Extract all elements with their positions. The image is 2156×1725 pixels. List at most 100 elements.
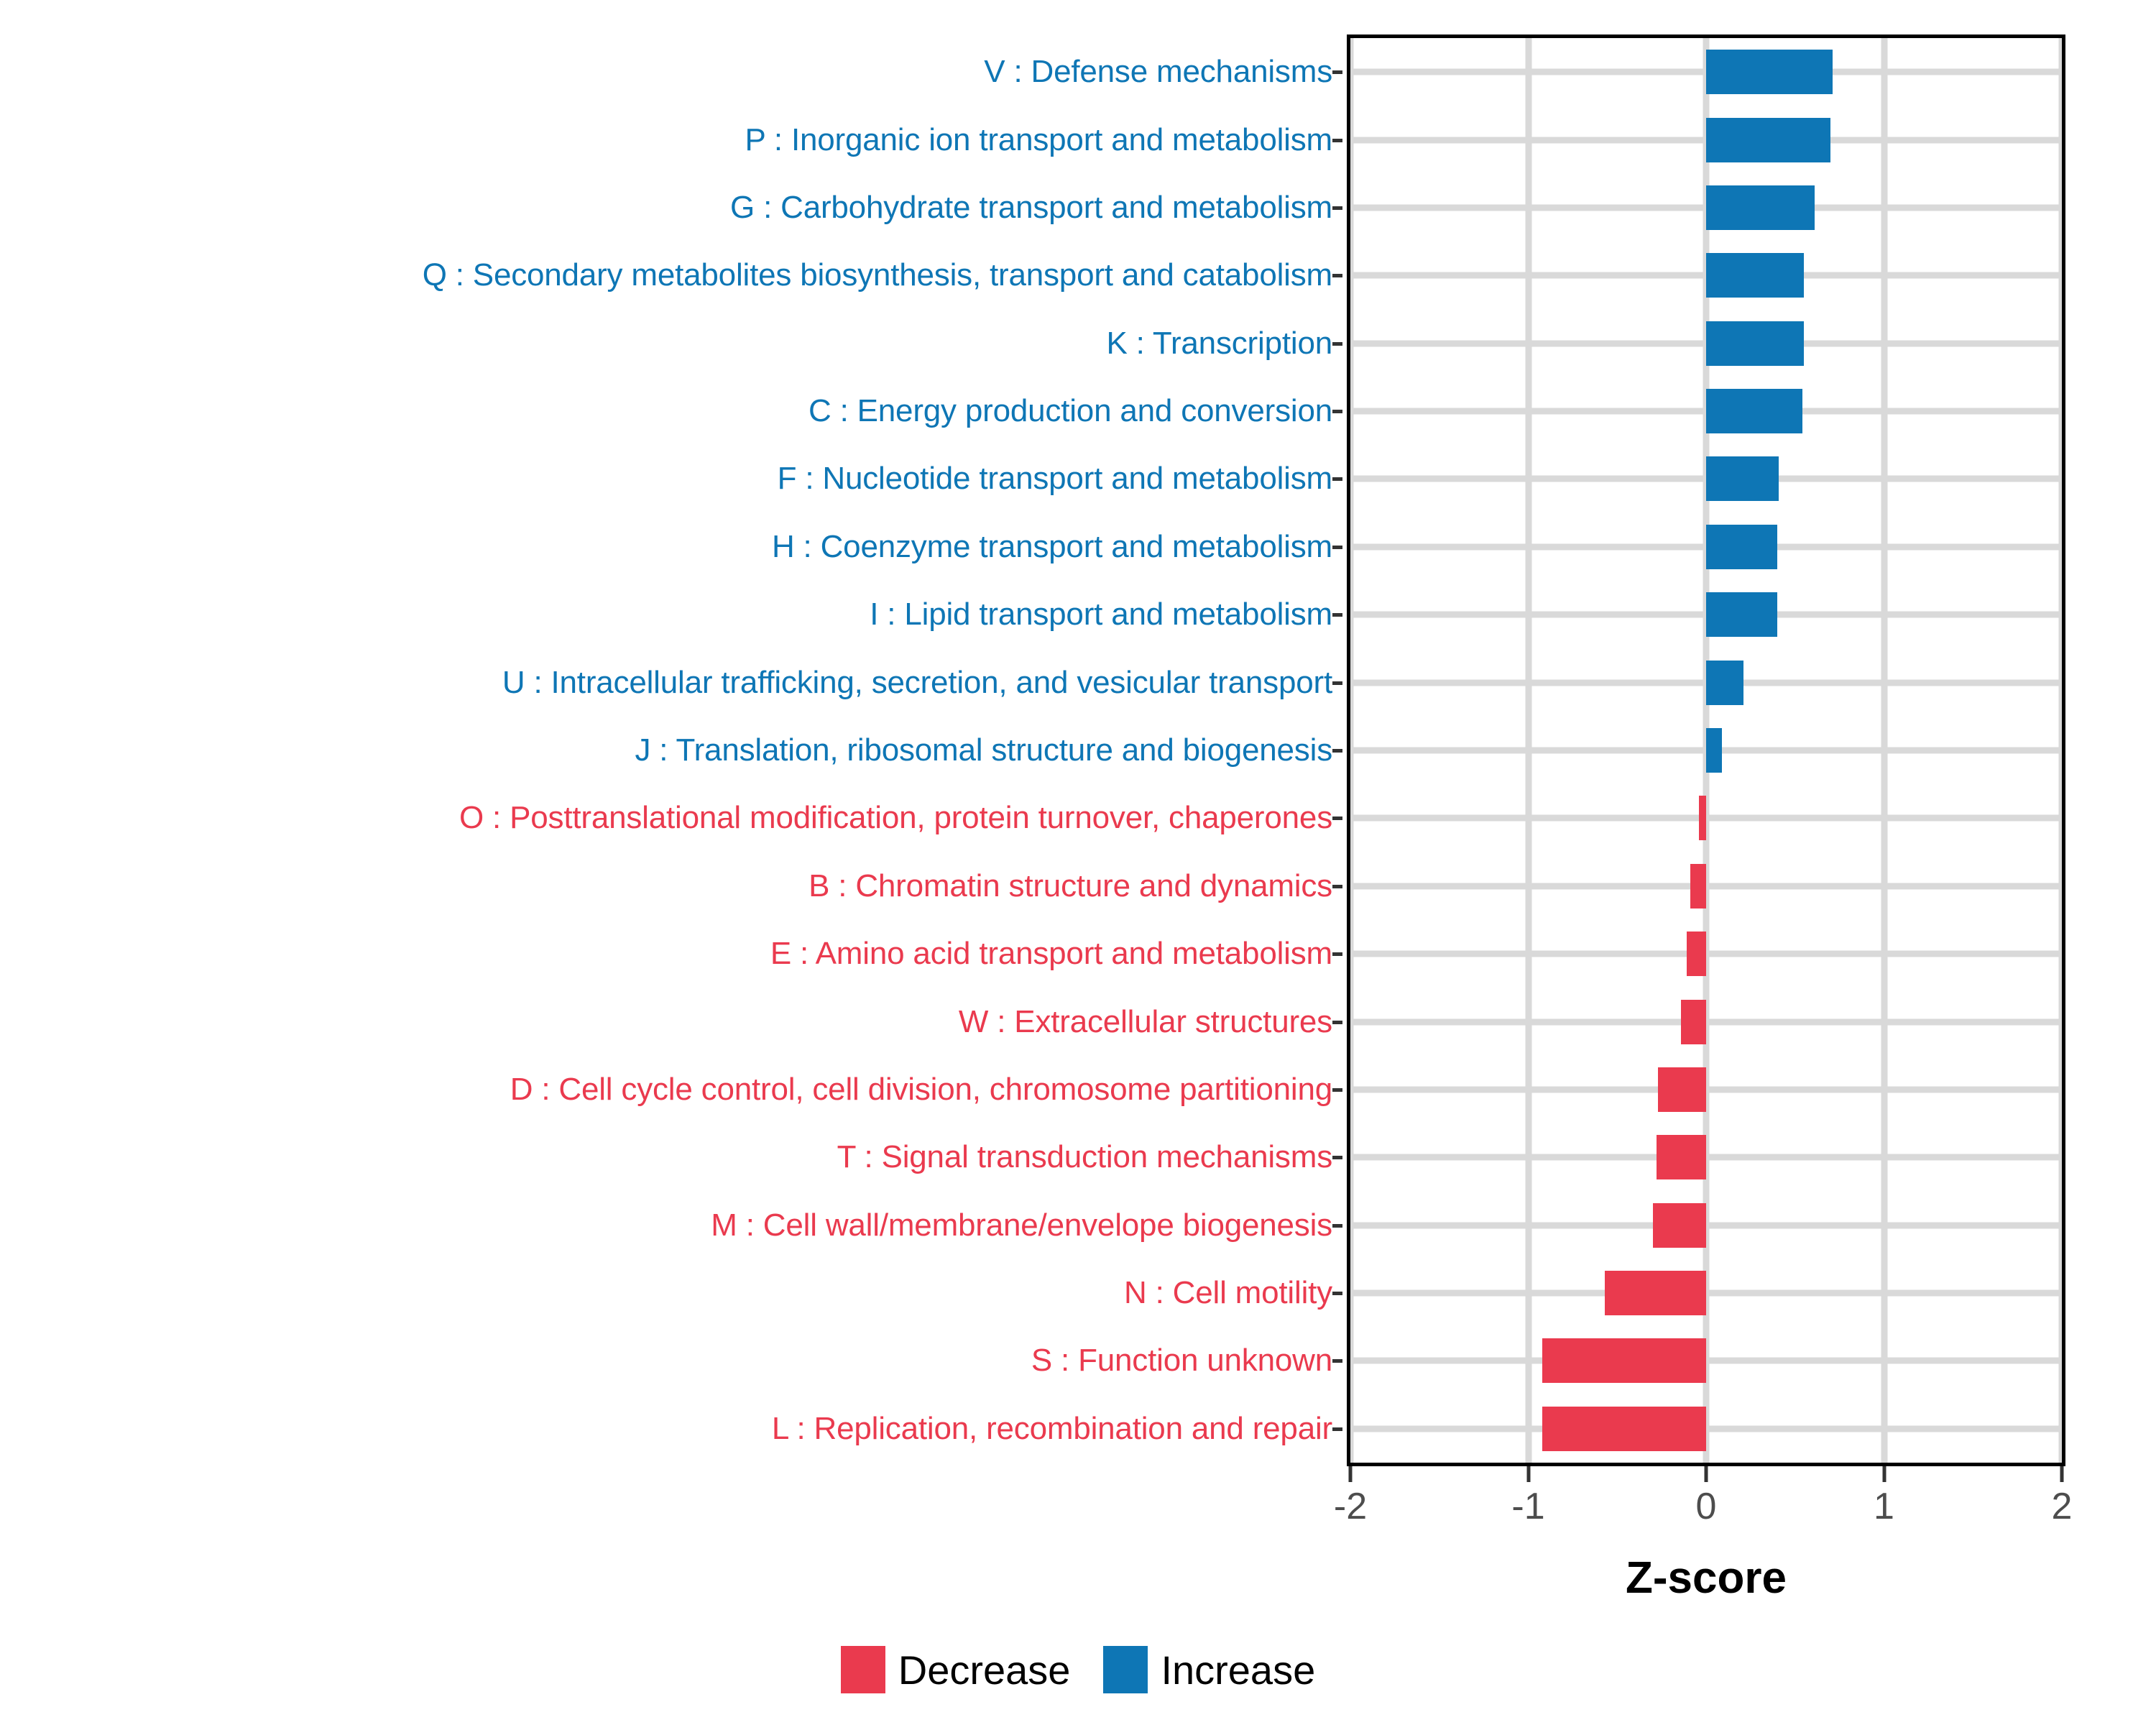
gridline-horizontal [1350,1425,2062,1432]
y-axis-tick-mark [1332,952,1342,957]
bar[interactable] [1656,1135,1706,1180]
bar[interactable] [1706,592,1777,638]
x-axis-tick-label: 2 [2051,1486,2073,1527]
gridline-horizontal [1350,883,2062,890]
gridline-horizontal [1350,950,2062,957]
y-axis-category-17: T : Signal transduction mechanisms [0,1123,1342,1191]
y-axis-label: G : Carbohydrate transport and metabolis… [730,189,1332,225]
y-axis-category-4: Q : Secondary metabolites biosynthesis, … [0,242,1342,309]
y-axis-category-15: W : Extracellular structures [0,988,1342,1055]
bar[interactable] [1542,1338,1706,1384]
y-axis-label: O : Posttranslational modification, prot… [459,800,1332,836]
legend-label-decrease: Decrease [898,1647,1071,1693]
y-axis-label: L : Replication, recombination and repai… [771,1410,1332,1446]
y-axis-label: M : Cell wall/membrane/envelope biogenes… [711,1207,1332,1243]
y-axis-category-20: S : Function unknown [0,1327,1342,1394]
legend-item-increase[interactable]: Increase [1103,1646,1315,1693]
y-axis-tick-mark [1332,816,1342,821]
y-axis-category-1: V : Defense mechanisms [0,38,1342,106]
y-axis-tick-mark [1332,545,1342,549]
y-axis-tick-mark [1332,1087,1342,1092]
y-axis-tick-mark [1332,1020,1342,1024]
x-axis-tick-mark [2060,1466,2064,1482]
y-axis-tick-mark [1332,1427,1342,1431]
y-axis-label: T : Signal transduction mechanisms [837,1139,1333,1175]
bar[interactable] [1706,389,1802,434]
y-axis-label: N : Cell motility [1124,1275,1332,1311]
y-axis-category-6: C : Energy production and conversion [0,377,1342,445]
bar[interactable] [1706,185,1815,230]
y-axis-label: B : Chromatin structure and dynamics [808,868,1332,903]
legend-swatch-decrease-icon [840,1646,885,1693]
y-axis-label: I : Lipid transport and metabolism [870,597,1332,632]
gridline-horizontal [1350,1154,2062,1161]
x-axis-tick-mark [1526,1466,1530,1482]
y-axis-category-3: G : Carbohydrate transport and metabolis… [0,174,1342,242]
y-axis-label: J : Translation, ribosomal structure and… [635,732,1332,768]
y-axis-label: U : Intracellular trafficking, secretion… [502,664,1332,700]
y-axis-label: H : Coenzyme transport and metabolism [771,528,1332,564]
x-axis-tick-mark [1348,1466,1353,1482]
y-axis-label: E : Amino acid transport and metabolism [770,936,1332,972]
y-axis-category-5: K : Transcription [0,310,1342,377]
bar[interactable] [1681,999,1706,1044]
y-axis-tick-mark [1332,884,1342,888]
y-axis-tick-mark [1332,410,1342,414]
y-axis-label: S : Function unknown [1031,1343,1332,1379]
bar[interactable] [1706,660,1743,705]
x-axis-tick-label: -1 [1511,1486,1545,1527]
y-axis-category-7: F : Nucleotide transport and metabolism [0,445,1342,512]
y-axis-tick-mark [1332,1223,1342,1228]
plot-panel [1347,34,2065,1466]
y-axis-category-2: P : Inorganic ion transport and metaboli… [0,106,1342,173]
bar[interactable] [1652,1202,1706,1248]
y-axis-label: C : Energy production and conversion [808,393,1332,429]
y-axis-tick-mark [1332,681,1342,685]
y-axis-tick-mark [1332,1359,1342,1363]
gridline-horizontal [1350,1289,2062,1297]
bar[interactable] [1706,728,1723,773]
y-axis-category-9: I : Lipid transport and metabolism [0,581,1342,648]
y-axis-category-14: E : Amino acid transport and metabolism [0,920,1342,988]
y-axis-category-18: M : Cell wall/membrane/envelope biogenes… [0,1191,1342,1259]
bar[interactable] [1706,524,1777,569]
y-axis-tick-mark [1332,748,1342,753]
bar[interactable] [1604,1271,1706,1316]
legend-swatch-increase-icon [1103,1646,1148,1693]
x-axis-title: Z-score [1626,1553,1787,1603]
bar[interactable] [1706,321,1805,366]
bar[interactable] [1699,796,1706,841]
legend: Decrease Increase [0,1646,2156,1693]
y-axis-category-12: O : Posttranslational modification, prot… [0,784,1342,852]
y-axis-tick-mark [1332,206,1342,210]
gridline-horizontal [1350,1086,2062,1093]
bar[interactable] [1706,456,1779,502]
bar[interactable] [1706,117,1831,162]
legend-label-increase: Increase [1161,1647,1316,1693]
y-axis-tick-mark [1332,70,1342,75]
y-axis-tick-mark [1332,613,1342,617]
y-axis-category-16: D : Cell cycle control, cell division, c… [0,1056,1342,1123]
y-axis-tick-mark [1332,274,1342,278]
bar[interactable] [1686,932,1706,977]
bar[interactable] [1706,253,1805,298]
bar[interactable] [1690,863,1706,908]
gridline-horizontal [1350,1357,2062,1364]
plot-area [1350,38,2062,1463]
x-axis: -2 -1 0 1 2 [1334,1466,2072,1574]
y-axis-tick-mark [1332,1156,1342,1160]
y-axis-tick-mark [1332,138,1342,142]
legend-item-decrease[interactable]: Decrease [840,1646,1071,1693]
gridline-horizontal [1350,1222,2062,1229]
bar[interactable] [1542,1406,1706,1451]
y-axis-label: V : Defense mechanisms [984,54,1332,90]
x-axis-tick-mark [1704,1466,1708,1482]
y-axis-category-21: L : Replication, recombination and repai… [0,1395,1342,1463]
y-axis-label: W : Extracellular structures [958,1003,1332,1039]
bar[interactable] [1706,50,1833,95]
y-axis-label: D : Cell cycle control, cell division, c… [510,1071,1332,1107]
y-axis-label: F : Nucleotide transport and metabolism [777,461,1333,497]
y-axis-label: Q : Secondary metabolites biosynthesis, … [422,257,1332,293]
bar[interactable] [1658,1067,1706,1112]
